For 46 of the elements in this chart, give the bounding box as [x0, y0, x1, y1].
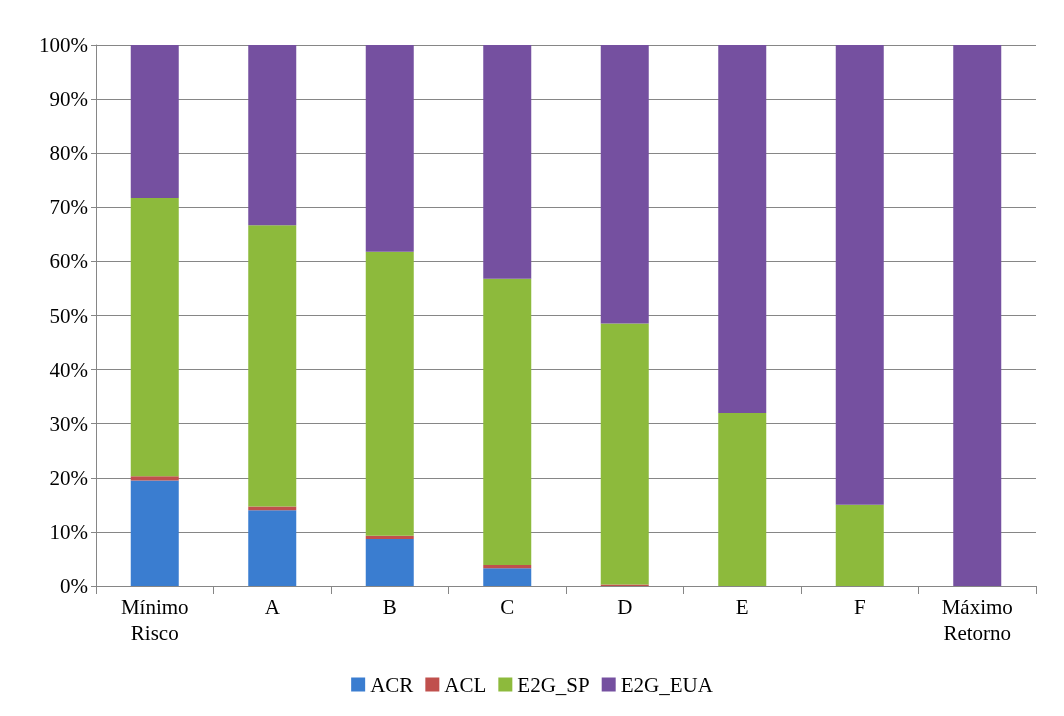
bar	[835, 504, 884, 586]
bar	[483, 278, 532, 565]
y-tick-label: 40%	[49, 357, 88, 382]
y-tick-label: 30%	[49, 411, 88, 436]
x-tick-label: B	[382, 595, 397, 619]
bar	[953, 45, 1002, 586]
x-tick-label: Mínimo Risco	[120, 595, 189, 645]
bar	[483, 568, 532, 586]
bar	[365, 535, 414, 539]
y-tick-label: 50%	[49, 303, 88, 328]
y-tick-label: 70%	[49, 195, 88, 220]
bar	[600, 323, 649, 585]
bar	[130, 476, 179, 481]
legend-label: E2G_EUA	[620, 672, 714, 697]
legend-label: ACL	[444, 672, 487, 697]
y-tick-label: 80%	[49, 141, 88, 166]
bar	[483, 564, 532, 569]
bar	[365, 538, 414, 586]
x-tick-label: Máximo Retorno	[941, 595, 1013, 645]
bar	[365, 45, 414, 252]
bar	[600, 45, 649, 324]
x-tick-label: E	[735, 595, 749, 619]
y-tick-label: 60%	[49, 249, 88, 274]
bar	[130, 45, 179, 199]
bar	[248, 506, 297, 511]
x-tick-label: A	[264, 595, 281, 619]
bar	[483, 45, 532, 279]
y-tick-label: 90%	[49, 87, 88, 112]
bar	[718, 412, 767, 586]
x-tick-label: D	[617, 595, 633, 619]
x-tick-label: C	[500, 595, 515, 619]
bar	[718, 45, 767, 413]
bar	[248, 510, 297, 586]
bar	[130, 480, 179, 586]
y-tick-label: 10%	[49, 519, 88, 544]
bar	[248, 45, 297, 226]
bar	[130, 198, 179, 477]
legend-label: E2G_SP	[517, 672, 590, 697]
bar	[365, 251, 414, 536]
legend-label: ACR	[370, 672, 414, 697]
bar	[835, 45, 884, 505]
y-tick-label: 100%	[39, 33, 88, 57]
x-tick-label: F	[853, 595, 866, 619]
y-tick-label: 0%	[60, 574, 88, 598]
y-tick-label: 20%	[49, 465, 88, 490]
bar	[248, 225, 297, 507]
